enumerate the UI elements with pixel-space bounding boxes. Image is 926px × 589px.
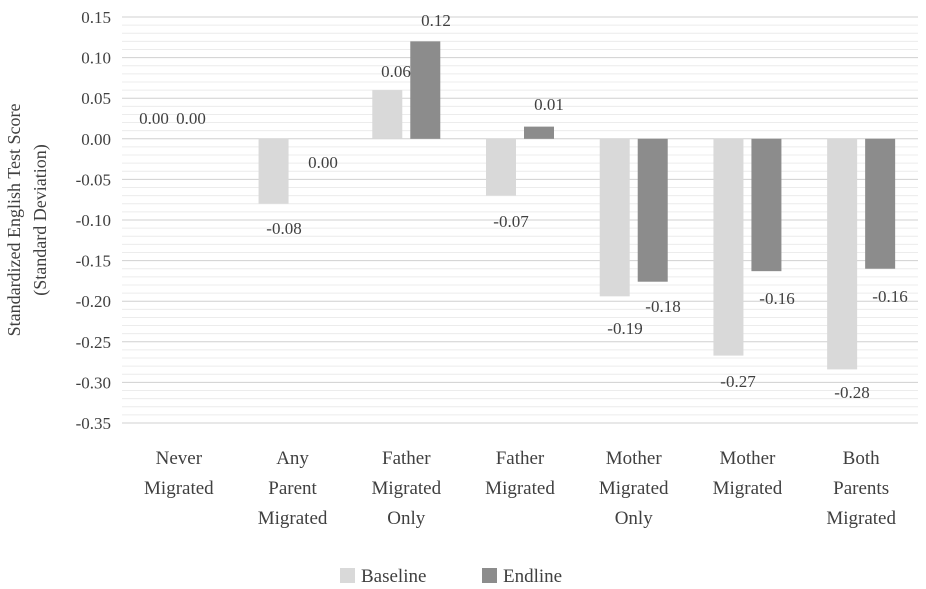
y-axis-title-group: Standardized English Test Score (Standard… <box>4 104 51 337</box>
y-tick-label: -0.30 <box>76 373 111 392</box>
y-tick-label: -0.10 <box>76 211 111 230</box>
y-tick-label: 0.00 <box>81 130 111 149</box>
category-label: Mother <box>719 448 776 469</box>
category-label: Parent <box>268 478 317 499</box>
y-tick-label: 0.10 <box>81 49 111 68</box>
data-label-baseline: -0.08 <box>266 219 301 238</box>
data-label-endline: -0.18 <box>645 297 680 316</box>
bars <box>258 41 896 370</box>
y-axis-ticks: 0.15 0.10 0.05 0.00 -0.05 -0.10 -0.15 -0.20 -0.2… <box>76 8 111 433</box>
data-label-endline: -0.16 <box>872 287 907 306</box>
legend-label-baseline: Baseline <box>361 566 426 587</box>
y-tick-label: -0.20 <box>76 292 111 311</box>
category-label: Father <box>496 448 545 469</box>
category-label: Never <box>156 448 203 469</box>
data-label-baseline: -0.19 <box>607 319 642 338</box>
bar-baseline <box>486 138 516 196</box>
data-label-baseline: -0.27 <box>720 372 756 391</box>
data-label-baseline: 0.06 <box>381 62 411 81</box>
data-label-endline: -0.16 <box>759 289 794 308</box>
data-label-endline: 0.00 <box>176 109 206 128</box>
data-label-baseline: -0.07 <box>493 212 529 231</box>
data-label-endline: 0.12 <box>421 11 451 30</box>
y-tick-label: -0.25 <box>76 333 111 352</box>
data-label-endline: 0.00 <box>308 153 338 172</box>
y-tick-label: -0.05 <box>76 170 111 189</box>
category-label: Migrated <box>258 508 328 529</box>
category-label: Migrated <box>371 478 441 499</box>
grid-lines <box>122 16 918 424</box>
category-label: Migrated <box>144 478 214 499</box>
y-axis-title-line: (Standard Deviation) <box>30 144 51 295</box>
y-tick-label: 0.05 <box>81 89 111 108</box>
category-label: Only <box>615 508 654 529</box>
bar-endline <box>751 138 782 272</box>
bar-baseline <box>827 138 858 370</box>
y-axis-title: Standardized English Test Score (Standard… <box>4 104 51 337</box>
legend: Baseline Endline <box>340 566 562 587</box>
category-label: Migrated <box>599 478 669 499</box>
legend-label-endline: Endline <box>503 566 562 587</box>
data-label-endline: 0.01 <box>534 95 564 114</box>
bar-baseline <box>599 138 630 297</box>
category-label: Any <box>276 448 309 469</box>
category-label: Both <box>843 448 880 469</box>
category-label: Migrated <box>713 478 783 499</box>
category-label: Migrated <box>826 508 896 529</box>
bar-baseline <box>258 138 289 204</box>
y-tick-label: -0.35 <box>76 414 111 433</box>
category-label: Father <box>382 448 431 469</box>
legend-swatch-endline <box>482 568 497 583</box>
category-label: Only <box>387 508 426 529</box>
bar-baseline <box>713 138 744 356</box>
bar-endline <box>637 138 668 282</box>
category-label: Parents <box>833 478 889 499</box>
data-label-baseline: -0.28 <box>834 383 869 402</box>
y-axis-title-line: Standardized English Test Score <box>4 104 24 337</box>
bar-endline <box>524 126 554 139</box>
y-tick-label: -0.15 <box>76 252 111 271</box>
data-label-baseline: 0.00 <box>139 109 169 128</box>
x-axis-categories: Never Migrated Any Parent Migrated Father Migr… <box>144 448 896 529</box>
bar-endline <box>865 138 896 269</box>
category-label: Migrated <box>485 478 555 499</box>
bar-baseline <box>372 90 403 139</box>
bar-endline <box>410 41 441 139</box>
legend-swatch-baseline <box>340 568 355 583</box>
y-tick-label: 0.15 <box>81 8 111 27</box>
data-labels: 0.00 -0.08 0.06 -0.07 -0.19 -0.27 -0.28 0.00 0.0… <box>139 11 908 402</box>
category-label: Mother <box>606 448 663 469</box>
